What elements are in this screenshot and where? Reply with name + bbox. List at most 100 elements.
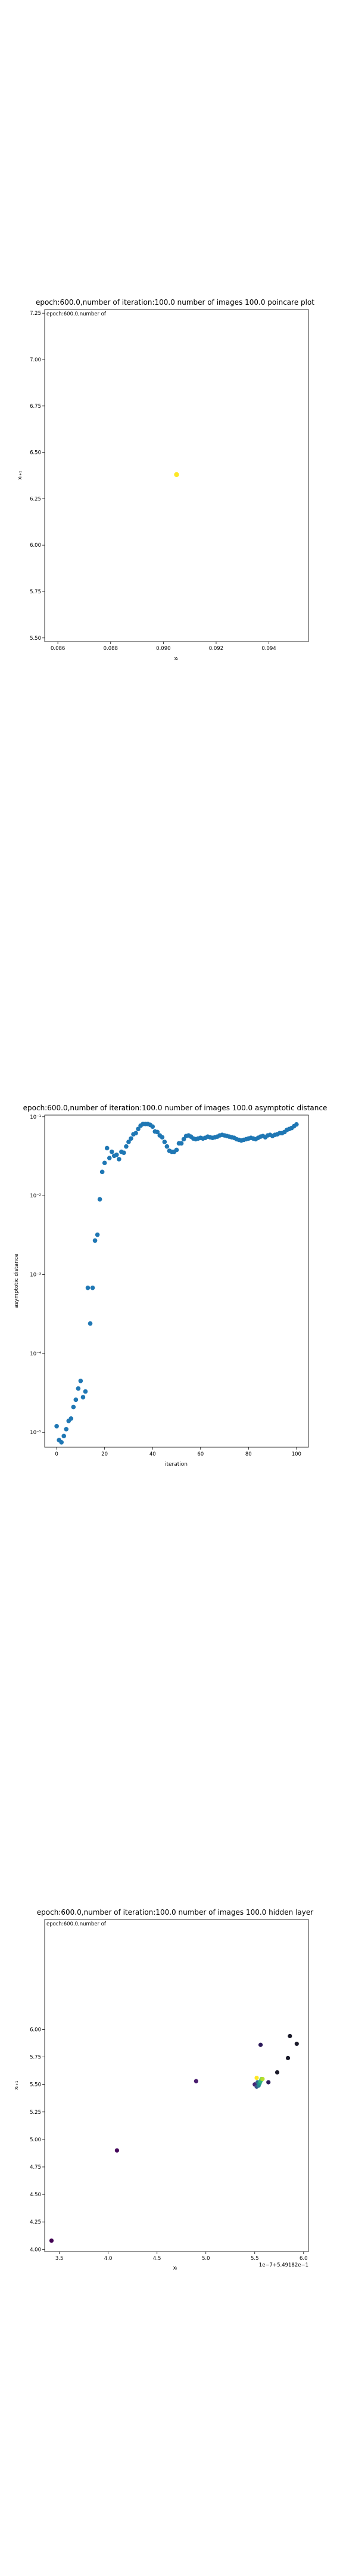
poincare-plot-chart: epoch:600.0,number of iteration:100.0 nu… (17, 298, 314, 662)
chart2-plot-frame (44, 1114, 309, 1448)
chart2-data-point (54, 1423, 59, 1429)
chart2-data-point (71, 1404, 76, 1410)
chart1-x-tick-label: 0.090 (156, 646, 170, 652)
chart3-data-point (285, 2055, 291, 2060)
chart2-data-point (102, 1160, 107, 1166)
chart1-y-tick-label: 5.50 (30, 636, 41, 642)
chart2-x-tick-label: 40 (149, 1451, 156, 1457)
chart2-data-point (80, 1395, 86, 1400)
chart3-y-tick-label: 4.75 (30, 2165, 41, 2171)
chart1-title: epoch:600.0,number of iteration:100.0 nu… (36, 298, 314, 306)
chart3-offset-text: 1e−7+5.49182e−1 (259, 2262, 308, 2268)
chart1-y-tick-label: 7.25 (30, 311, 41, 317)
chart3-points (49, 2033, 299, 2243)
chart3-data-point (49, 2238, 54, 2243)
chart2-data-point (99, 1169, 105, 1175)
chart3-data-point (294, 2041, 299, 2046)
chart1-y-tick-label: 6.50 (30, 450, 41, 456)
chart3-x-tick-label: 4.0 (104, 2256, 113, 2262)
chart2-data-point (129, 1136, 133, 1141)
chart3-y-ticks: 4.00 4.25 4.50 4.75 5.00 5.25 5.50 5.75 6.00 (30, 2027, 45, 2253)
chart2-data-point (136, 1126, 141, 1132)
chart3-y-tick-label: 4.50 (30, 2192, 41, 2198)
chart1-y-tick-label: 6.00 (30, 543, 41, 549)
chart2-data-point (162, 1140, 167, 1144)
chart3-xlabel: xᵢ (173, 2265, 177, 2271)
chart3-data-point (260, 2076, 265, 2082)
chart2-data-point (155, 1129, 160, 1135)
chart1-y-tick-label: 6.75 (30, 404, 41, 410)
chart1-x-tick-label: 0.092 (209, 646, 223, 652)
chart2-title: epoch:600.0,number of iteration:100.0 nu… (23, 1104, 328, 1112)
chart2-data-point (126, 1140, 131, 1144)
chart3-y-tick-label: 4.25 (30, 2219, 41, 2225)
chart2-y-tick-label: 10⁻³ (30, 1272, 41, 1278)
chart2-data-point (133, 1131, 138, 1136)
chart1-data-point (174, 472, 179, 478)
chart2-data-point (160, 1135, 165, 1140)
chart3-x-ticks: 3.5 4.0 4.5 5.0 5.5 6.0 (55, 2252, 308, 2262)
chart2-data-point (61, 1433, 67, 1439)
chart2-data-point (109, 1149, 114, 1154)
chart2-points (54, 1122, 299, 1445)
chart1-xlabel: xᵢ (174, 656, 179, 662)
chart3-data-point (266, 2080, 271, 2085)
chart3-y-tick-label: 5.00 (30, 2137, 41, 2143)
chart3-x-tick-label: 5.0 (202, 2256, 210, 2262)
chart2-y-tick-label: 10⁻⁴ (30, 1351, 41, 1357)
chart2-data-point (104, 1145, 110, 1151)
chart2-data-point (294, 1122, 299, 1127)
chart1-x-tick-label: 0.094 (261, 646, 276, 652)
chart2-x-tick-label: 60 (197, 1451, 204, 1457)
chart3-data-point (194, 2079, 198, 2083)
hidden-layer-chart: epoch:600.0,number of iteration:100.0 nu… (14, 1908, 313, 2271)
chart2-data-point (83, 1389, 88, 1394)
chart3-data-point (288, 2033, 292, 2039)
chart3-x-tick-label: 4.5 (153, 2256, 161, 2262)
chart2-data-point (78, 1378, 83, 1383)
chart1-x-tick-label: 0.086 (51, 646, 65, 652)
chart2-data-point (73, 1397, 79, 1402)
chart1-y-tick-label: 6.25 (30, 496, 41, 502)
chart2-xlabel: iteration (165, 1462, 188, 1467)
chart2-data-point (92, 1238, 98, 1243)
chart2-y-tick-label: 10⁻¹ (30, 1114, 41, 1120)
chart1-y-tick-label: 7.00 (30, 357, 41, 363)
chart3-x-tick-label: 6.0 (300, 2256, 308, 2262)
chart2-data-point (114, 1152, 119, 1157)
chart2-data-point (88, 1321, 93, 1326)
chart2-ylabel: asymptotic distance (14, 1253, 20, 1308)
chart2-data-point (150, 1124, 155, 1129)
chart2-x-tick-label: 100 (292, 1451, 301, 1457)
chart3-y-tick-label: 6.00 (30, 2027, 41, 2033)
chart2-x-tick-label: 20 (101, 1451, 108, 1457)
chart2-data-point (181, 1137, 186, 1142)
chart3-x-tick-label: 3.5 (55, 2256, 64, 2262)
chart2-data-point (64, 1426, 69, 1432)
chart1-y-tick-label: 5.75 (30, 589, 41, 595)
chart2-data-point (179, 1141, 184, 1146)
chart1-x-tick-label: 0.088 (104, 646, 118, 652)
chart2-data-point (76, 1386, 81, 1391)
chart1-y-ticks: 5.50 5.75 6.00 6.25 6.50 6.75 7.00 7.25 (30, 311, 45, 642)
chart2-data-point (124, 1144, 129, 1149)
chart3-y-tick-label: 5.25 (30, 2110, 41, 2116)
chart3-overlay-text: epoch:600.0,number of (46, 1921, 107, 1927)
chart2-data-point (90, 1285, 95, 1290)
chart2-data-point (107, 1156, 112, 1160)
asymptotic-distance-chart: epoch:600.0,number of iteration:100.0 nu… (14, 1104, 327, 1467)
chart2-data-point (121, 1150, 126, 1155)
chart2-data-point (164, 1144, 170, 1149)
chart3-ylabel: xᵢ₊₁ (14, 2080, 20, 2090)
chart2-x-tick-label: 80 (245, 1451, 252, 1457)
chart1-points (174, 472, 179, 478)
chart3-y-tick-label: 5.75 (30, 2055, 41, 2061)
chart3-data-point (254, 2075, 259, 2080)
chart2-data-point (174, 1147, 179, 1153)
chart1-overlay-text: epoch:600.0,number of (46, 311, 107, 317)
chart3-data-point (258, 2042, 263, 2047)
chart3-x-tick-label: 5.5 (251, 2256, 259, 2262)
chart1-ylabel: xᵢ₊₁ (17, 470, 23, 480)
chart2-y-tick-label: 10⁻⁵ (30, 1430, 41, 1436)
